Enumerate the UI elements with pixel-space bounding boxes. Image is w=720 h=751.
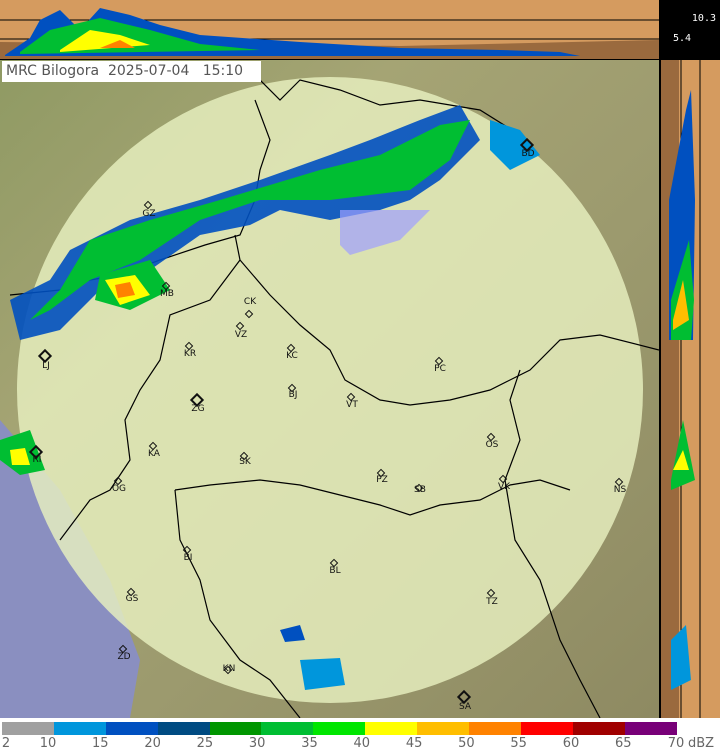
legend-color-swatch: [105, 722, 158, 735]
date: 2025-07-04: [107, 63, 190, 79]
legend-tick-label: 55: [510, 736, 527, 751]
city-label: RI: [32, 455, 42, 465]
city-label: SA: [458, 702, 472, 712]
legend-color-swatch: [624, 722, 677, 735]
legend-color-swatch: [417, 722, 470, 735]
legend-color-swatch: [157, 722, 210, 735]
city-label: GS: [125, 594, 139, 604]
legend-color-swatch: [2, 722, 54, 735]
legend-tick-label: 30: [248, 736, 266, 751]
legend-tick-label: 15: [92, 736, 109, 751]
height-top-label: 10.3: [691, 13, 716, 24]
legend-tick-label: 40: [353, 736, 371, 751]
legend-color-swatch: [520, 722, 573, 735]
legend-tick-label: 35: [301, 736, 318, 751]
radar-map[interactable]: GZ MB CK VZ KR KC LJ PC BJ ZG VT OS KA SK RI PZ SB VK NS OG…: [0, 60, 659, 718]
city-label: TZ: [486, 597, 498, 607]
city-label: OS: [485, 440, 499, 450]
city-label: OG: [111, 484, 127, 494]
right-cross-section: [659, 60, 720, 718]
city-label: BJ: [288, 390, 298, 400]
radar-echoes: [0, 105, 540, 690]
legend-tick-label: 20: [144, 736, 161, 751]
legend-tick-label: 25: [196, 736, 214, 751]
legend-tick-label: 45: [405, 736, 423, 751]
color-legend: 2 10 15 20 25 30 35 40 45 50 55 60 65 70 dBZ: [0, 721, 720, 751]
top-cross-section-profile: [0, 8, 659, 59]
city-label: GZ: [142, 209, 156, 219]
city-label: ZG: [191, 404, 205, 414]
height-scale: 10.3 5.4: [659, 0, 720, 60]
legend-tick-label: 60: [562, 736, 580, 751]
city-label: KN: [222, 664, 236, 674]
city-label: MB: [160, 289, 174, 299]
city-label: CK: [243, 297, 257, 307]
legend-tick-label: 50: [458, 736, 475, 751]
city-label: BI: [183, 553, 193, 563]
city-label: SK: [239, 457, 251, 467]
legend-color-swatch: [53, 722, 106, 735]
city-label: LJ: [42, 361, 50, 371]
legend-unit: dBZ: [687, 736, 715, 751]
height-mid-label: 5.4: [673, 33, 692, 44]
city-label: PZ: [376, 475, 388, 485]
city-label: VK: [497, 482, 511, 492]
city-label: NS: [613, 485, 627, 495]
legend-color-swatch: [469, 722, 521, 735]
radar-name: MRC Bilogora: [6, 63, 100, 79]
legend-color-swatch: [365, 722, 418, 735]
city-label: BD: [521, 149, 535, 159]
city-label: KR: [183, 349, 197, 359]
time: 15:10: [202, 63, 244, 79]
legend-tick-label: 2: [1, 736, 11, 751]
city-label: KA: [148, 449, 160, 459]
legend-tick-label: 10: [39, 736, 57, 751]
map-layer: [0, 69, 659, 718]
title-bar: MRC Bilogora 2025-07-04 15:10: [2, 61, 261, 82]
city-label: SB: [414, 485, 426, 495]
city-label: VT: [346, 400, 358, 410]
city-label: PC: [434, 364, 446, 374]
legend-color-swatch: [209, 722, 262, 735]
city-label: BL: [329, 566, 341, 576]
city-label: ZD: [117, 652, 131, 662]
legend-color-swatch: [572, 722, 625, 735]
city-label: VZ: [234, 330, 248, 340]
legend-color-swatch: [313, 722, 366, 735]
legend-tick-label: 65: [615, 736, 632, 751]
top-cross-section: [0, 0, 659, 61]
legend-color-swatch: [261, 722, 314, 735]
city-label: KC: [286, 351, 298, 361]
country-borders: [9, 69, 659, 718]
legend-tick-label: 70: [667, 736, 685, 751]
right-cross-section-profile: [661, 60, 701, 718]
